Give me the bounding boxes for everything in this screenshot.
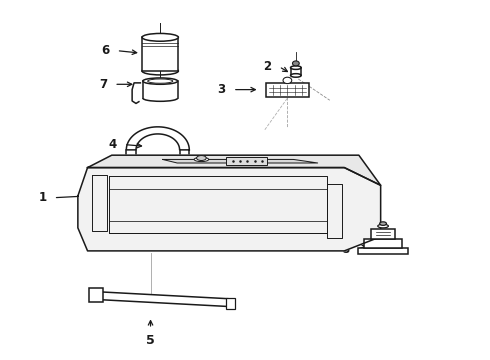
FancyBboxPatch shape xyxy=(371,229,395,239)
Polygon shape xyxy=(163,159,318,163)
Ellipse shape xyxy=(194,157,209,162)
Text: 2: 2 xyxy=(264,60,271,73)
Text: 6: 6 xyxy=(101,44,109,57)
FancyBboxPatch shape xyxy=(225,157,267,165)
Circle shape xyxy=(293,61,299,66)
Ellipse shape xyxy=(147,79,173,83)
Ellipse shape xyxy=(378,224,389,228)
Polygon shape xyxy=(126,127,189,150)
Ellipse shape xyxy=(380,222,387,225)
Text: 7: 7 xyxy=(99,78,107,91)
FancyBboxPatch shape xyxy=(364,239,402,248)
Ellipse shape xyxy=(142,67,178,75)
Polygon shape xyxy=(88,155,381,185)
Polygon shape xyxy=(96,292,229,306)
Ellipse shape xyxy=(291,74,301,77)
FancyBboxPatch shape xyxy=(142,37,178,71)
Text: 1: 1 xyxy=(38,191,47,204)
Circle shape xyxy=(126,157,136,164)
FancyBboxPatch shape xyxy=(266,82,309,98)
FancyBboxPatch shape xyxy=(89,288,102,302)
Circle shape xyxy=(283,77,292,84)
Ellipse shape xyxy=(142,33,178,41)
Circle shape xyxy=(181,159,188,165)
Text: 5: 5 xyxy=(146,334,155,347)
Ellipse shape xyxy=(143,78,178,84)
Text: 3: 3 xyxy=(218,83,225,96)
Polygon shape xyxy=(78,168,381,251)
FancyBboxPatch shape xyxy=(225,298,235,309)
FancyBboxPatch shape xyxy=(358,248,408,255)
Ellipse shape xyxy=(196,156,206,161)
Text: 8: 8 xyxy=(341,243,349,256)
Text: 4: 4 xyxy=(108,138,117,151)
Ellipse shape xyxy=(291,66,301,69)
